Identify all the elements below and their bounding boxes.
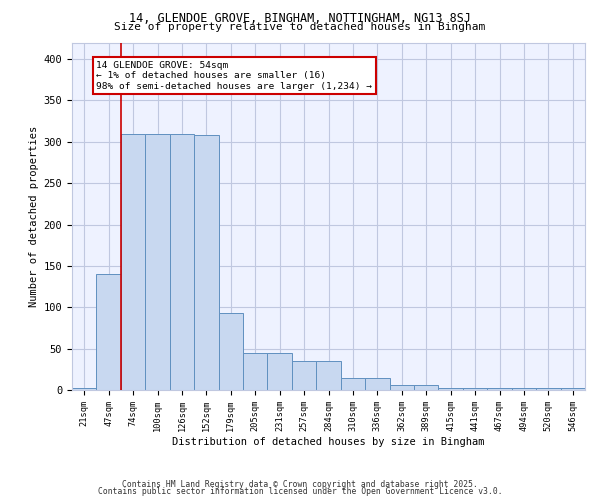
Bar: [439, 388, 463, 390]
Bar: [268, 353, 292, 390]
Bar: [341, 378, 365, 390]
Bar: [218, 313, 243, 390]
Bar: [194, 135, 218, 390]
Y-axis label: Number of detached properties: Number of detached properties: [29, 126, 40, 307]
Bar: [389, 385, 414, 390]
Text: 14 GLENDOE GROVE: 54sqm
← 1% of detached houses are smaller (16)
98% of semi-det: 14 GLENDOE GROVE: 54sqm ← 1% of detached…: [97, 60, 373, 90]
Bar: [487, 388, 512, 390]
Bar: [365, 378, 389, 390]
Bar: [316, 361, 341, 390]
Bar: [414, 385, 439, 390]
Bar: [536, 388, 560, 390]
Bar: [97, 274, 121, 390]
Text: Contains public sector information licensed under the Open Government Licence v3: Contains public sector information licen…: [98, 487, 502, 496]
Bar: [145, 134, 170, 390]
Text: Contains HM Land Registry data © Crown copyright and database right 2025.: Contains HM Land Registry data © Crown c…: [122, 480, 478, 489]
Bar: [463, 388, 487, 390]
X-axis label: Distribution of detached houses by size in Bingham: Distribution of detached houses by size …: [172, 437, 485, 447]
Bar: [292, 361, 316, 390]
Bar: [170, 134, 194, 390]
Bar: [72, 388, 97, 390]
Text: Size of property relative to detached houses in Bingham: Size of property relative to detached ho…: [115, 22, 485, 32]
Bar: [121, 134, 145, 390]
Bar: [512, 388, 536, 390]
Text: 14, GLENDOE GROVE, BINGHAM, NOTTINGHAM, NG13 8SJ: 14, GLENDOE GROVE, BINGHAM, NOTTINGHAM, …: [129, 12, 471, 26]
Bar: [560, 388, 585, 390]
Bar: [243, 353, 268, 390]
